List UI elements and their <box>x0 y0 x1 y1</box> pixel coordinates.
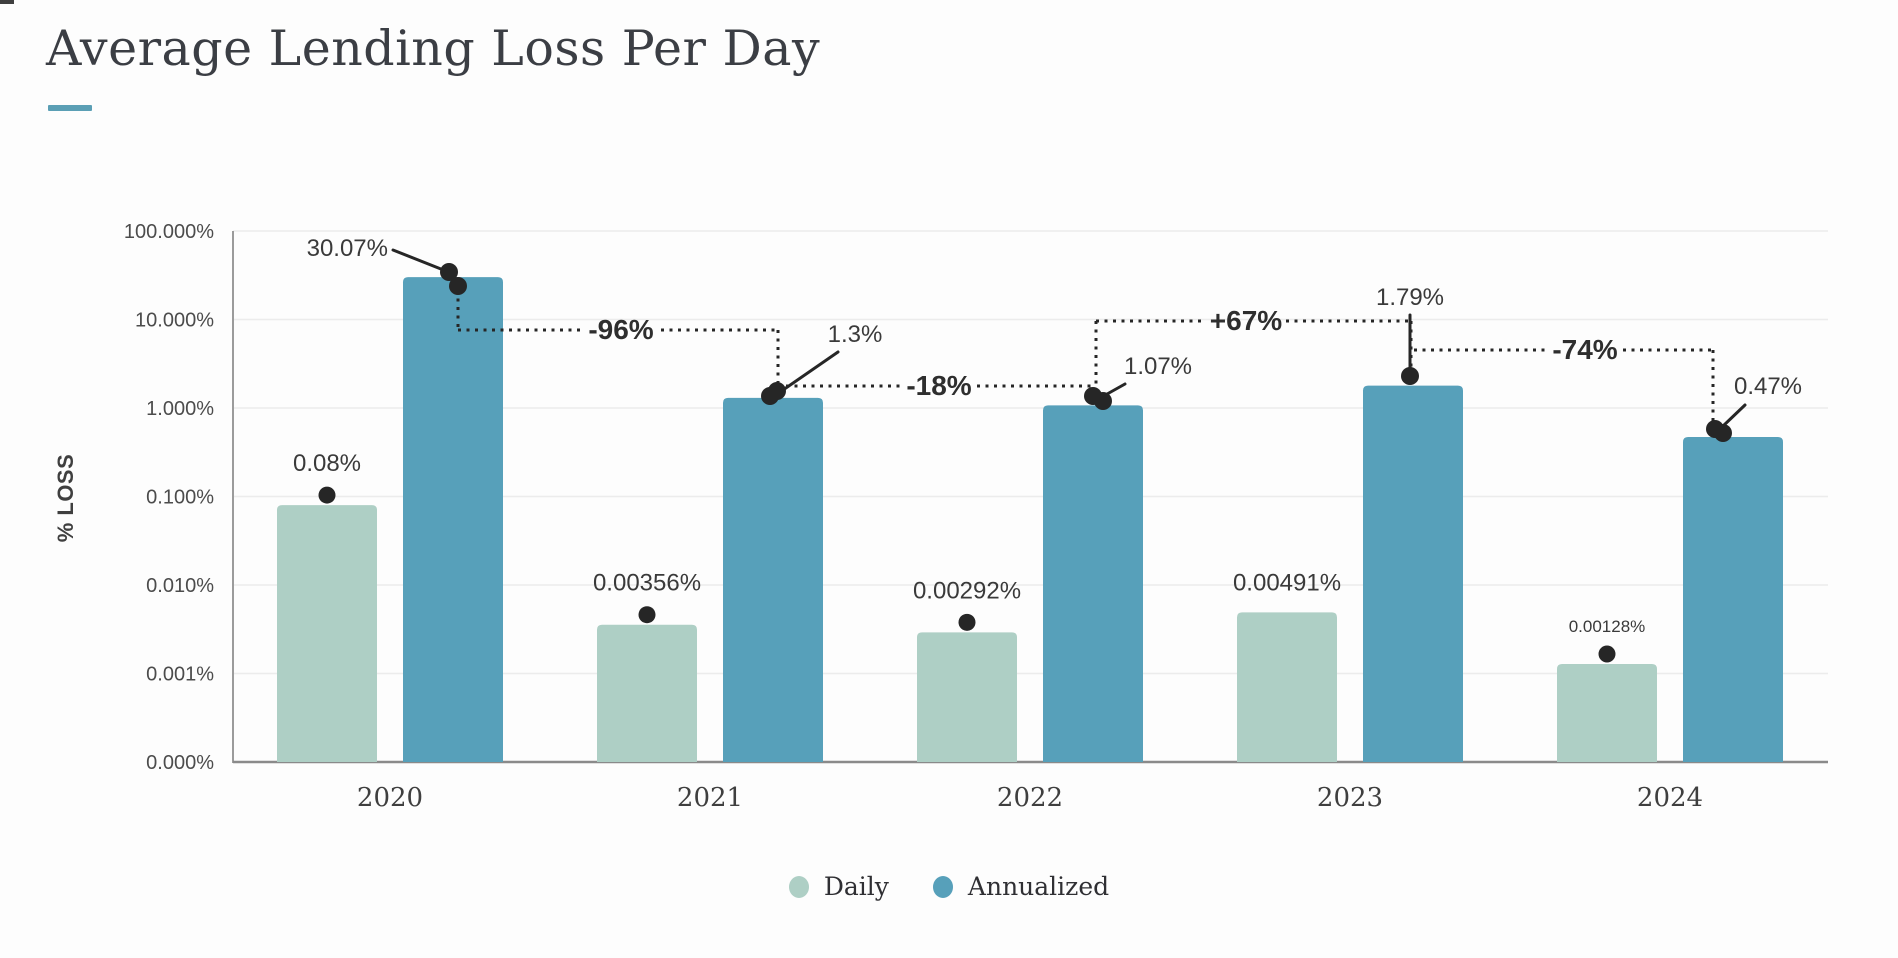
daily-point-dot <box>638 606 656 624</box>
value-label-annualized-2023: 1.79% <box>1376 284 1444 311</box>
value-label-daily-2023: 0.00491% <box>1233 569 1341 596</box>
change-label: -18% <box>906 370 971 401</box>
annualized-swatch-icon <box>932 875 953 898</box>
annualized-point-dot <box>1084 387 1102 405</box>
legend-label-annualized: Annualized <box>967 872 1110 901</box>
label-pointer-line <box>1720 403 1747 429</box>
change-label: -96% <box>588 314 653 345</box>
page-title: Average Lending Loss Per Day <box>46 20 821 77</box>
label-pointer-line <box>391 248 448 273</box>
value-label-daily-2021: 0.00356% <box>593 570 701 597</box>
daily-point-dot <box>1598 645 1616 663</box>
value-label-daily-2024: 0.00128% <box>1569 617 1646 636</box>
annualized-point-dot <box>1706 420 1724 438</box>
value-label-daily-2020: 0.08% <box>293 450 361 477</box>
bar-annualized-2023[interactable] <box>1363 385 1463 762</box>
x-tick-label-2023: 2023 <box>1317 783 1383 813</box>
bar-daily-2021[interactable] <box>597 624 697 762</box>
y-tick-label: 100.000% <box>124 221 214 243</box>
legend-label-daily: Daily <box>823 872 889 901</box>
daily-swatch-icon <box>788 875 809 898</box>
annualized-point-dot <box>1401 367 1419 385</box>
bar-daily-2024[interactable] <box>1557 664 1657 762</box>
chart-legend: Daily Annualized <box>0 872 1898 901</box>
legend-item-daily[interactable]: Daily <box>788 872 889 901</box>
y-tick-label: 10.000% <box>135 310 214 332</box>
x-tick-label-2021: 2021 <box>677 783 743 813</box>
value-label-annualized-2020: 30.07% <box>307 235 388 262</box>
value-label-daily-2022: 0.00292% <box>913 577 1021 604</box>
y-tick-label: 0.001% <box>146 664 214 686</box>
annualized-point-dot <box>768 382 786 400</box>
legend-item-annualized[interactable]: Annualized <box>932 872 1110 901</box>
daily-point-dot <box>958 613 976 631</box>
daily-point-dot <box>318 486 336 504</box>
screen-edge-artifact <box>0 0 14 4</box>
value-label-annualized-2024: 0.47% <box>1734 373 1802 400</box>
value-label-annualized-2021: 1.3% <box>828 321 883 348</box>
bar-annualized-2021[interactable] <box>723 397 823 762</box>
annualized-point-dot <box>440 263 458 281</box>
bar-daily-2023[interactable] <box>1237 612 1337 762</box>
label-pointer-line <box>781 350 840 392</box>
change-label: -74% <box>1552 334 1617 365</box>
y-tick-label: 1.000% <box>146 398 214 420</box>
y-tick-label: 0.100% <box>146 487 214 509</box>
bar-daily-2022[interactable] <box>917 632 1017 762</box>
bar-annualized-2024[interactable] <box>1683 437 1783 762</box>
annualized-point-dot <box>449 277 467 295</box>
x-tick-label-2022: 2022 <box>997 783 1063 813</box>
bar-daily-2020[interactable] <box>277 505 377 762</box>
bar-annualized-2020[interactable] <box>403 277 503 762</box>
y-tick-label: 0.010% <box>146 575 214 597</box>
change-label: +67% <box>1210 305 1282 336</box>
x-tick-label-2024: 2024 <box>1637 783 1703 813</box>
y-tick-label: 0.000% <box>146 752 214 774</box>
value-label-annualized-2022: 1.07% <box>1124 353 1192 380</box>
bar-annualized-2022[interactable] <box>1043 405 1143 762</box>
title-accent-bar <box>48 105 92 111</box>
x-tick-label-2020: 2020 <box>357 783 423 813</box>
